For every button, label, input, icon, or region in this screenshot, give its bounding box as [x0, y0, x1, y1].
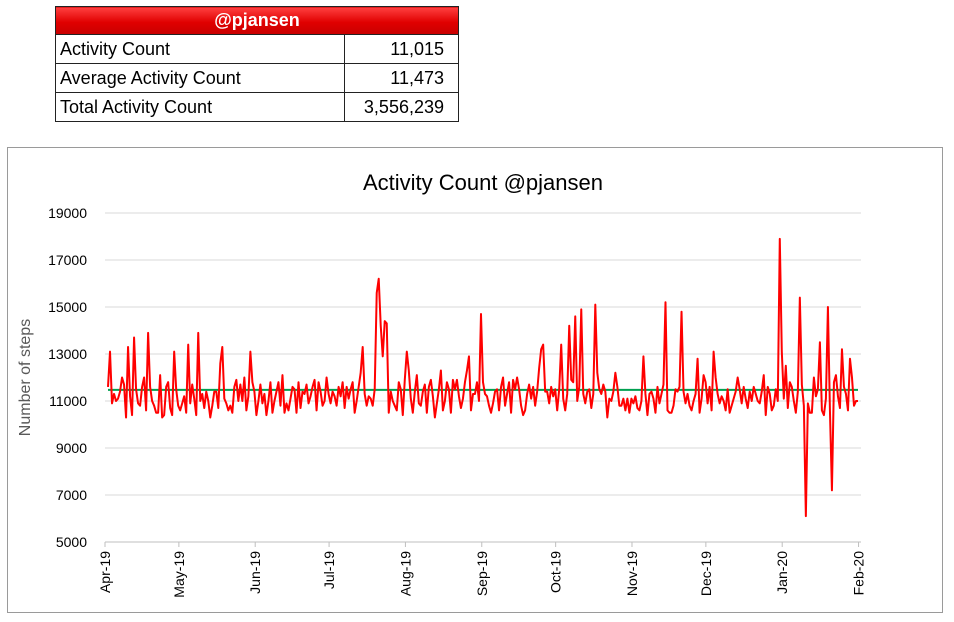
summary-header-row: @pjansen [55, 6, 459, 35]
summary-row-average: Average Activity Count 11,473 [55, 63, 459, 93]
summary-value: 11,473 [344, 63, 459, 93]
summary-header: @pjansen [55, 6, 459, 35]
summary-row-activity-count: Activity Count 11,015 [55, 34, 459, 64]
chart-area: Activity Count @pjansen 5000 7000 9000 1100… [7, 147, 943, 613]
x-tick-label: Aug-19 [397, 551, 413, 596]
x-axis: Apr-19 May-19 Jun-19 Jul-19 Aug-19 Sep-19 Oct-… [97, 541, 867, 598]
x-tick-label: Nov-19 [624, 551, 640, 596]
y-axis-ticks: 5000 7000 9000 11000 13000 15000 17000 19000 [48, 205, 87, 550]
summary-table: @pjansen Activity Count 11,015 Average A… [55, 6, 459, 122]
x-tick-label: May-19 [171, 551, 187, 598]
x-tick-label: Apr-19 [97, 551, 113, 593]
y-tick-label: 15000 [48, 299, 87, 315]
summary-label: Average Activity Count [55, 63, 345, 93]
y-tick-label: 19000 [48, 205, 87, 221]
line-chart: Activity Count @pjansen 5000 7000 9000 1100… [17, 170, 867, 598]
x-tick-label: Feb-20 [851, 551, 867, 596]
chart-title: Activity Count @pjansen [363, 170, 603, 195]
x-tick-label: Jun-19 [247, 551, 263, 594]
series-line-activity [107, 237, 858, 518]
summary-value: 3,556,239 [344, 92, 459, 122]
x-tick-label: Sep-19 [474, 551, 490, 596]
x-tick-label: Jul-19 [321, 551, 337, 589]
summary-value: 11,015 [344, 34, 459, 64]
summary-label: Total Activity Count [55, 92, 345, 122]
summary-label: Activity Count [55, 34, 345, 64]
y-tick-label: 9000 [56, 440, 87, 456]
x-tick-label: Dec-19 [698, 551, 714, 596]
x-tick-label: Jan-20 [774, 551, 790, 594]
y-tick-label: 17000 [48, 252, 87, 268]
y-axis-label: Number of steps [17, 319, 34, 436]
summary-row-total: Total Activity Count 3,556,239 [55, 92, 459, 122]
x-tick-label: Oct-19 [548, 551, 564, 593]
y-tick-label: 7000 [56, 487, 87, 503]
y-tick-label: 5000 [56, 534, 87, 550]
y-tick-label: 13000 [48, 346, 87, 362]
y-tick-label: 11000 [49, 393, 87, 409]
